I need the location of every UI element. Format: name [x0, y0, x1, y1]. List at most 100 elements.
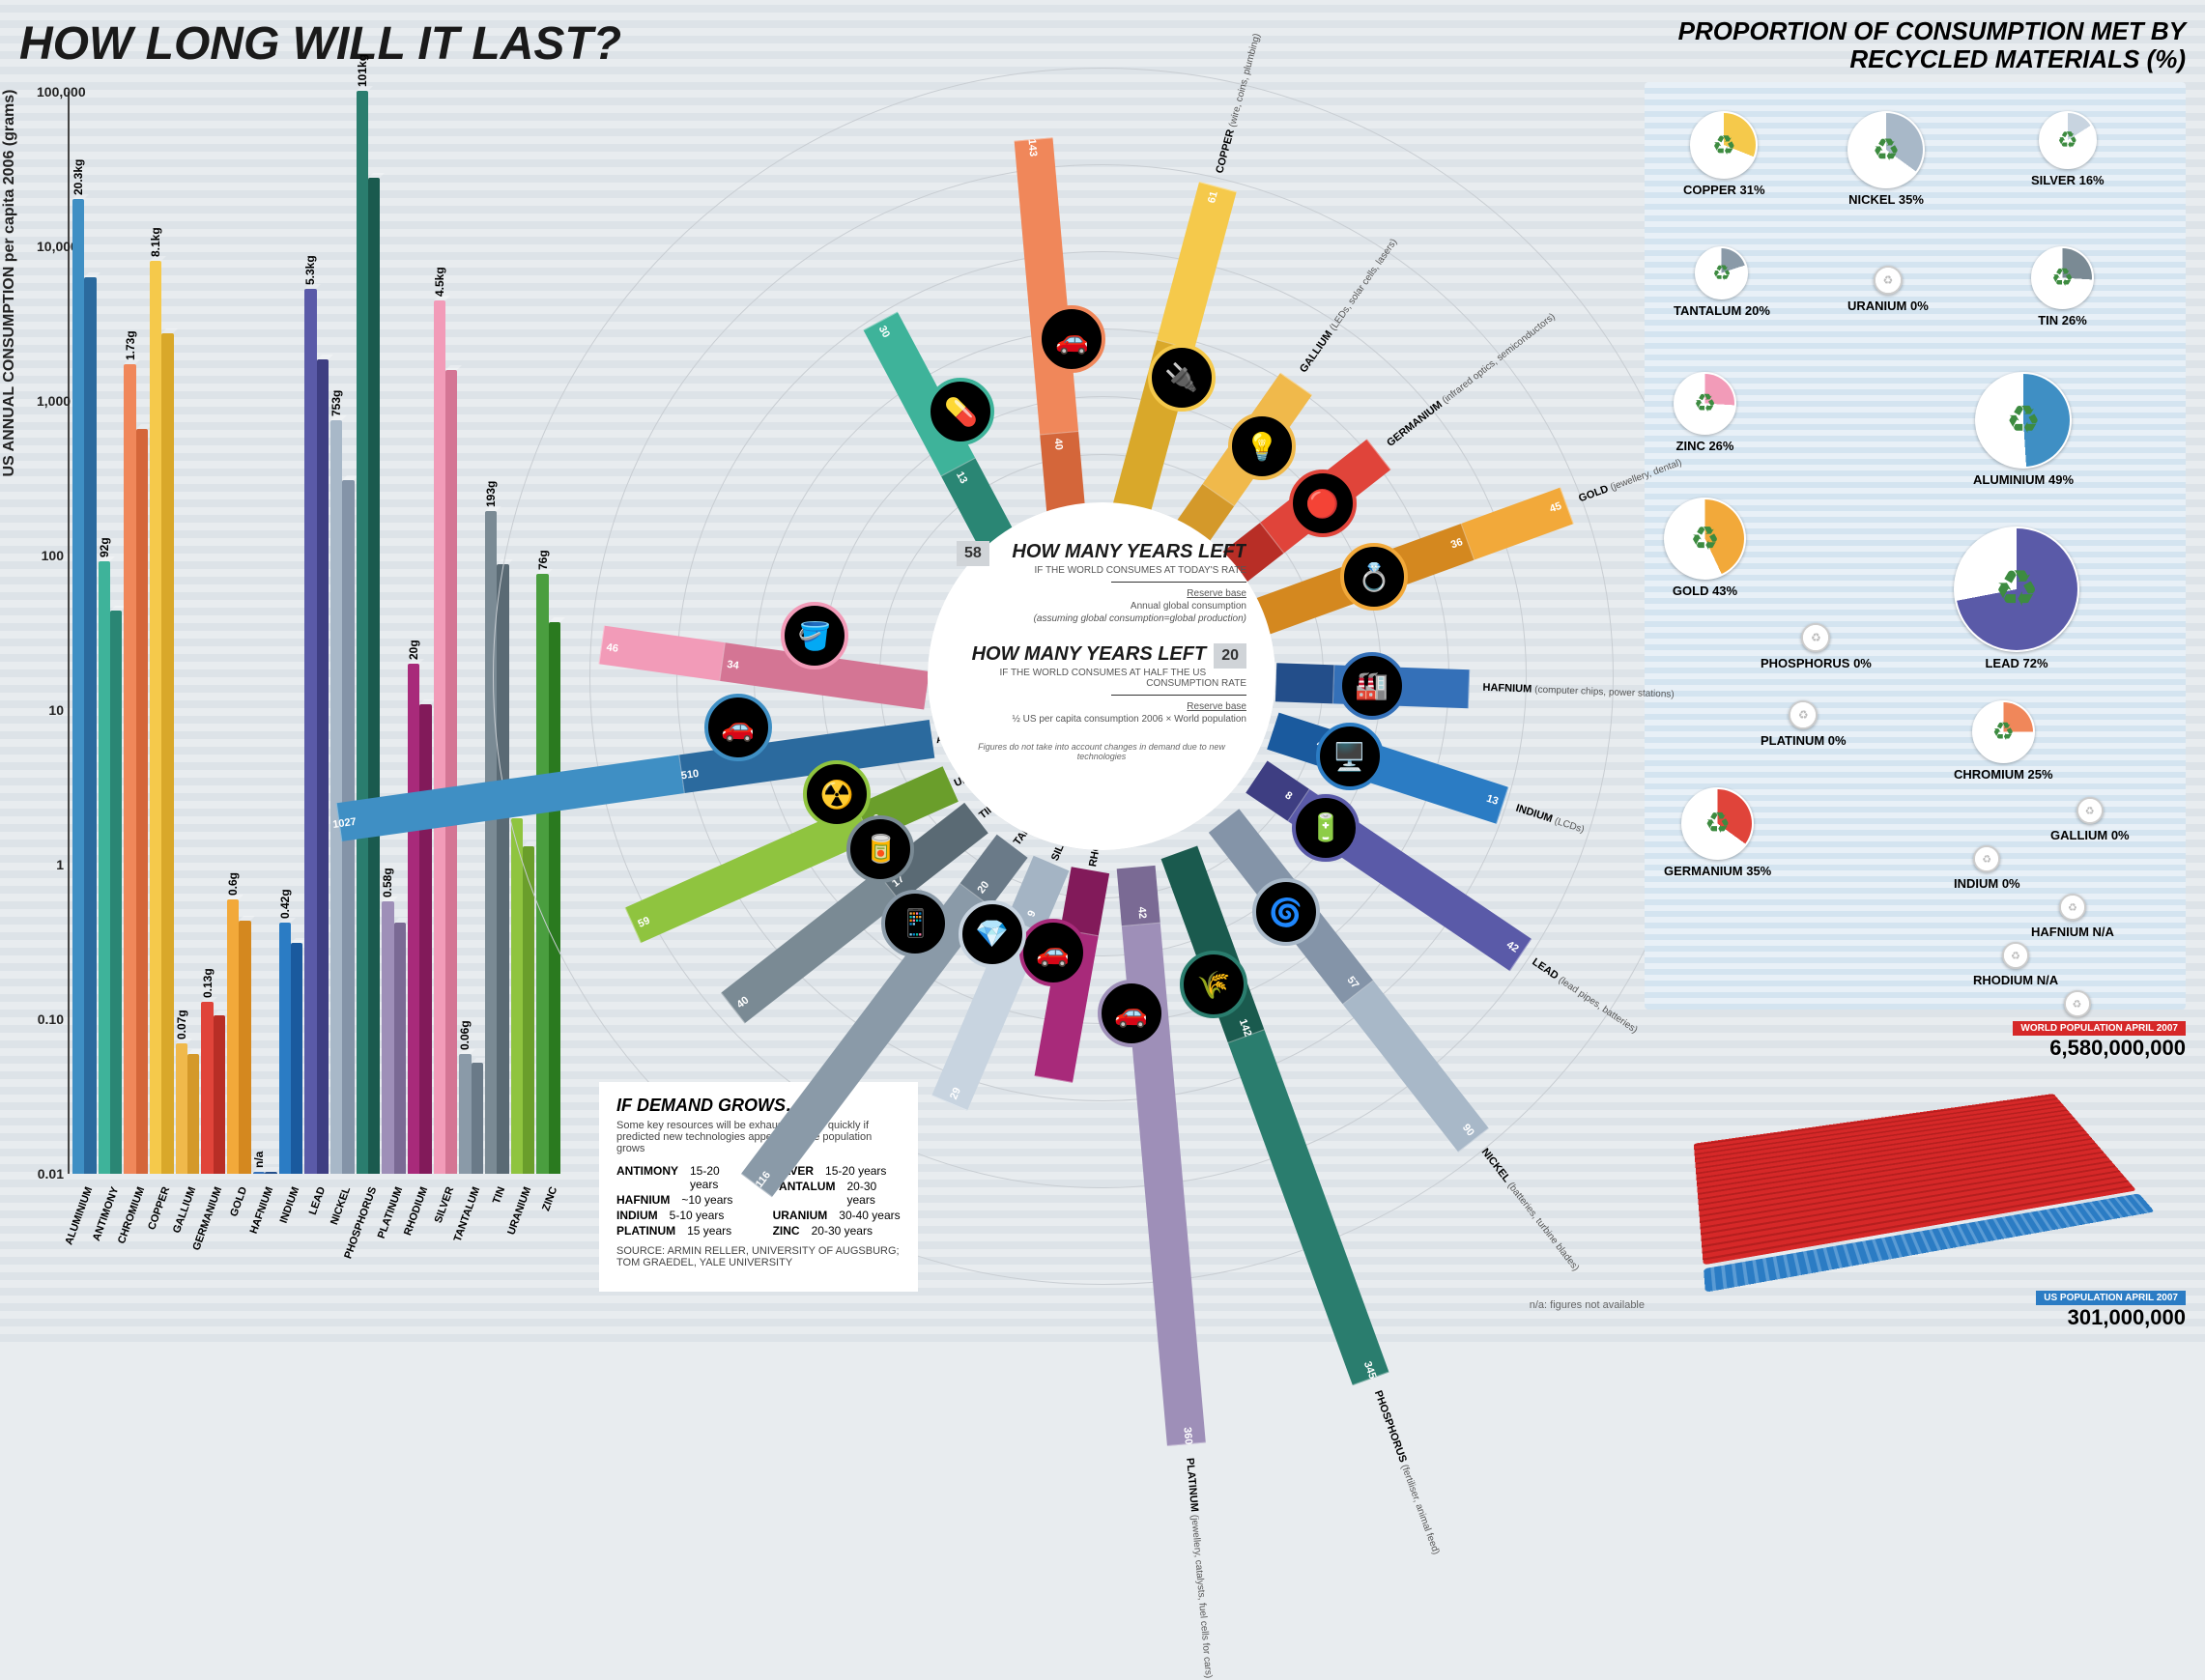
pie-label: URANIUM 0% [1847, 299, 1929, 313]
aluminium-icon: 🚗 [704, 694, 772, 761]
y-tick: 1 [37, 857, 64, 872]
bar-label: INDIUM [277, 1185, 301, 1225]
rhodium-icon: 🚗 [1019, 919, 1087, 986]
pie-label: PLATINUM 0% [1761, 733, 1847, 748]
recycled-title: PROPORTION OF CONSUMPTION MET BY RECYCLE… [1645, 17, 2186, 72]
bar-label: SILVER [433, 1185, 457, 1225]
tantalum-icon: 📱 [881, 890, 949, 957]
recycle-icon: ♻ [1974, 702, 2033, 761]
recycle-icon: ♻ [1692, 113, 1756, 177]
recycle-icon: ♻ [1675, 374, 1734, 433]
bar-value: 753g [329, 389, 343, 415]
center-sub-1a: IF THE WORLD CONSUMES AT TODAY'S RATE [957, 565, 1246, 576]
recycle-icon: ♻ [1975, 847, 1998, 870]
recycled-gold: ♻ GOLD 43% [1664, 498, 1746, 598]
pie-label: ALUMINIUM 49% [1973, 472, 2074, 487]
bar-silver: 4.5kgSILVER [434, 92, 458, 1174]
recycled-zinc: ♻ZINC 26% [1674, 372, 1736, 453]
recycled-rhodium: ♻ RHODIUM N/A [1973, 942, 2058, 987]
demand-title: IF DEMAND GROWS… [616, 1096, 901, 1116]
radial-center: 58 HOW MANY YEARS LEFT IF THE WORLD CONS… [928, 502, 1275, 850]
bar-label: LEAD [306, 1185, 328, 1216]
bar-value: 5.3kg [303, 255, 317, 285]
bar-label: TIN [491, 1185, 507, 1206]
recycled-tantalum: ♻ TANTALUM 20% [1674, 246, 1770, 318]
recycled-nickel: ♻NICKEL 35% [1847, 111, 1925, 207]
bar-value: 0.13g [201, 968, 215, 998]
recycled-grid: ♻ COPPER 31% ♻NICKEL 35% ♻ SILVER 16% ♻ TANTAL… [1645, 82, 2186, 1010]
bar-chromium: 1.73gCHROMIUM [124, 92, 148, 1174]
recycle-icon: ♻ [1790, 702, 1816, 727]
bar-label: RHODIUM [402, 1185, 430, 1237]
pie-label: TANTALUM 20% [1674, 303, 1770, 318]
spoke-label: PHOSPHORUS (fertiliser, animal feed) [1369, 1381, 1442, 1555]
recycle-icon: ♻ [1956, 528, 2077, 650]
bar-label: GOLD [229, 1185, 250, 1218]
recycle-icon: ♻ [1977, 374, 2070, 467]
pie-label: COPPER 31% [1683, 183, 1765, 197]
years-box-1: 58 [957, 541, 989, 566]
bar-platinum: 0.58gPLATINUM [382, 92, 406, 1174]
population-isometric [1694, 1094, 2136, 1265]
bar-value: 193g [484, 481, 498, 507]
zinc-icon: 🪣 [781, 602, 848, 669]
center-sub-1b: Reserve base [957, 588, 1246, 599]
recycle-icon: ♻ [2041, 113, 2095, 167]
pie-label: GERMANIUM 35% [1664, 864, 1771, 878]
recycled-indium: ♻ INDIUM 0% [1954, 845, 2020, 891]
bar-nickel: 753gNICKEL [330, 92, 355, 1174]
recycle-icon: ♻ [1666, 499, 1744, 578]
population-block: WORLD POPULATION APRIL 2007 6,580,000,00… [1664, 1031, 2186, 1321]
y-tick: 100 [37, 548, 64, 563]
source-text: SOURCE: ARMIN RELLER, UNIVERSITY OF AUGS… [616, 1245, 901, 1268]
pie-label: HAFNIUM N/A [2031, 925, 2114, 939]
bar-indium: 0.42gINDIUM [279, 92, 303, 1174]
recycled-tin: ♻ TIN 26% [2031, 246, 2094, 327]
bar-label: ZINC [540, 1185, 559, 1212]
bar-aluminium: 20.3kgALUMINIUM [72, 92, 97, 1174]
center-sub-2c: ½ US per capita consumption 2006 × World… [957, 714, 1246, 725]
recycle-icon: ♻ [1683, 789, 1752, 858]
bar-value: 0.06g [458, 1020, 472, 1050]
pie-label: TIN 26% [2038, 313, 2087, 327]
recycled-hafnium: ♻HAFNIUM N/A [2031, 894, 2114, 939]
bar-phosphorus: 101kgPHOSPHORUS [357, 92, 381, 1174]
recycle-icon: ♻ [1803, 625, 1828, 650]
uranium-icon: ☢️ [803, 760, 871, 828]
bar-value: 0.6g [226, 871, 240, 895]
center-note: Figures do not take into account changes… [957, 742, 1246, 761]
recycle-icon: ♻ [1697, 248, 1746, 298]
center-sub-2b: Reserve base [957, 701, 1246, 712]
recycled-silver: ♻ SILVER 16% [2031, 111, 2105, 187]
recycle-icon: ♻ [1876, 268, 1901, 293]
center-sub-2a: IF THE WORLD CONSUMES AT HALF THE US CON… [957, 668, 1246, 689]
tin-icon: 🥫 [846, 815, 914, 883]
bar-copper: 8.1kgCOPPER [150, 92, 174, 1174]
bar-label: HAFNIUM [248, 1185, 276, 1236]
y-axis [68, 92, 70, 1174]
recycled-lead: ♻LEAD 72% [1954, 527, 2079, 670]
pie-label: RHODIUM N/A [1973, 973, 2058, 987]
hafnium-icon: 🏭 [1338, 652, 1406, 720]
pie-label: SILVER 16% [2031, 173, 2105, 187]
bar-value: 8.1kg [149, 227, 162, 257]
bar-gallium: 0.07gGALLIUM [176, 92, 200, 1174]
pie-label: GOLD 43% [1673, 584, 1737, 598]
y-tick: 10,000 [37, 239, 64, 254]
recycle-icon: ♻ [2033, 248, 2092, 307]
bar-hafnium: n/aHAFNIUM [253, 92, 277, 1174]
pie-label: CHROMIUM 25% [1954, 767, 2053, 782]
pie-label: INDIUM 0% [1954, 876, 2020, 891]
spoke-label: PLATINUM (jewellery, catalysts, fuel cel… [1183, 1450, 1215, 1679]
bar-lead: 5.3kgLEAD [304, 92, 329, 1174]
bar-value: 0.07g [175, 1010, 188, 1039]
bar-value: 20.3kg [72, 158, 85, 194]
recycle-icon: ♻ [2004, 944, 2027, 967]
platinum-icon: 🚗 [1098, 980, 1165, 1047]
bar-value: 0.58g [381, 868, 394, 897]
bar-tantalum: 0.06gTANTALUM [459, 92, 483, 1174]
recycled-platinum: ♻ PLATINUM 0% [1761, 700, 1847, 748]
recycled-gallium: ♻GALLIUM 0% [2050, 797, 2130, 842]
world-pop-label: WORLD POPULATION APRIL 2007 6,580,000,00… [2013, 1021, 2186, 1061]
bar-gold: 0.6gGOLD [227, 92, 251, 1174]
